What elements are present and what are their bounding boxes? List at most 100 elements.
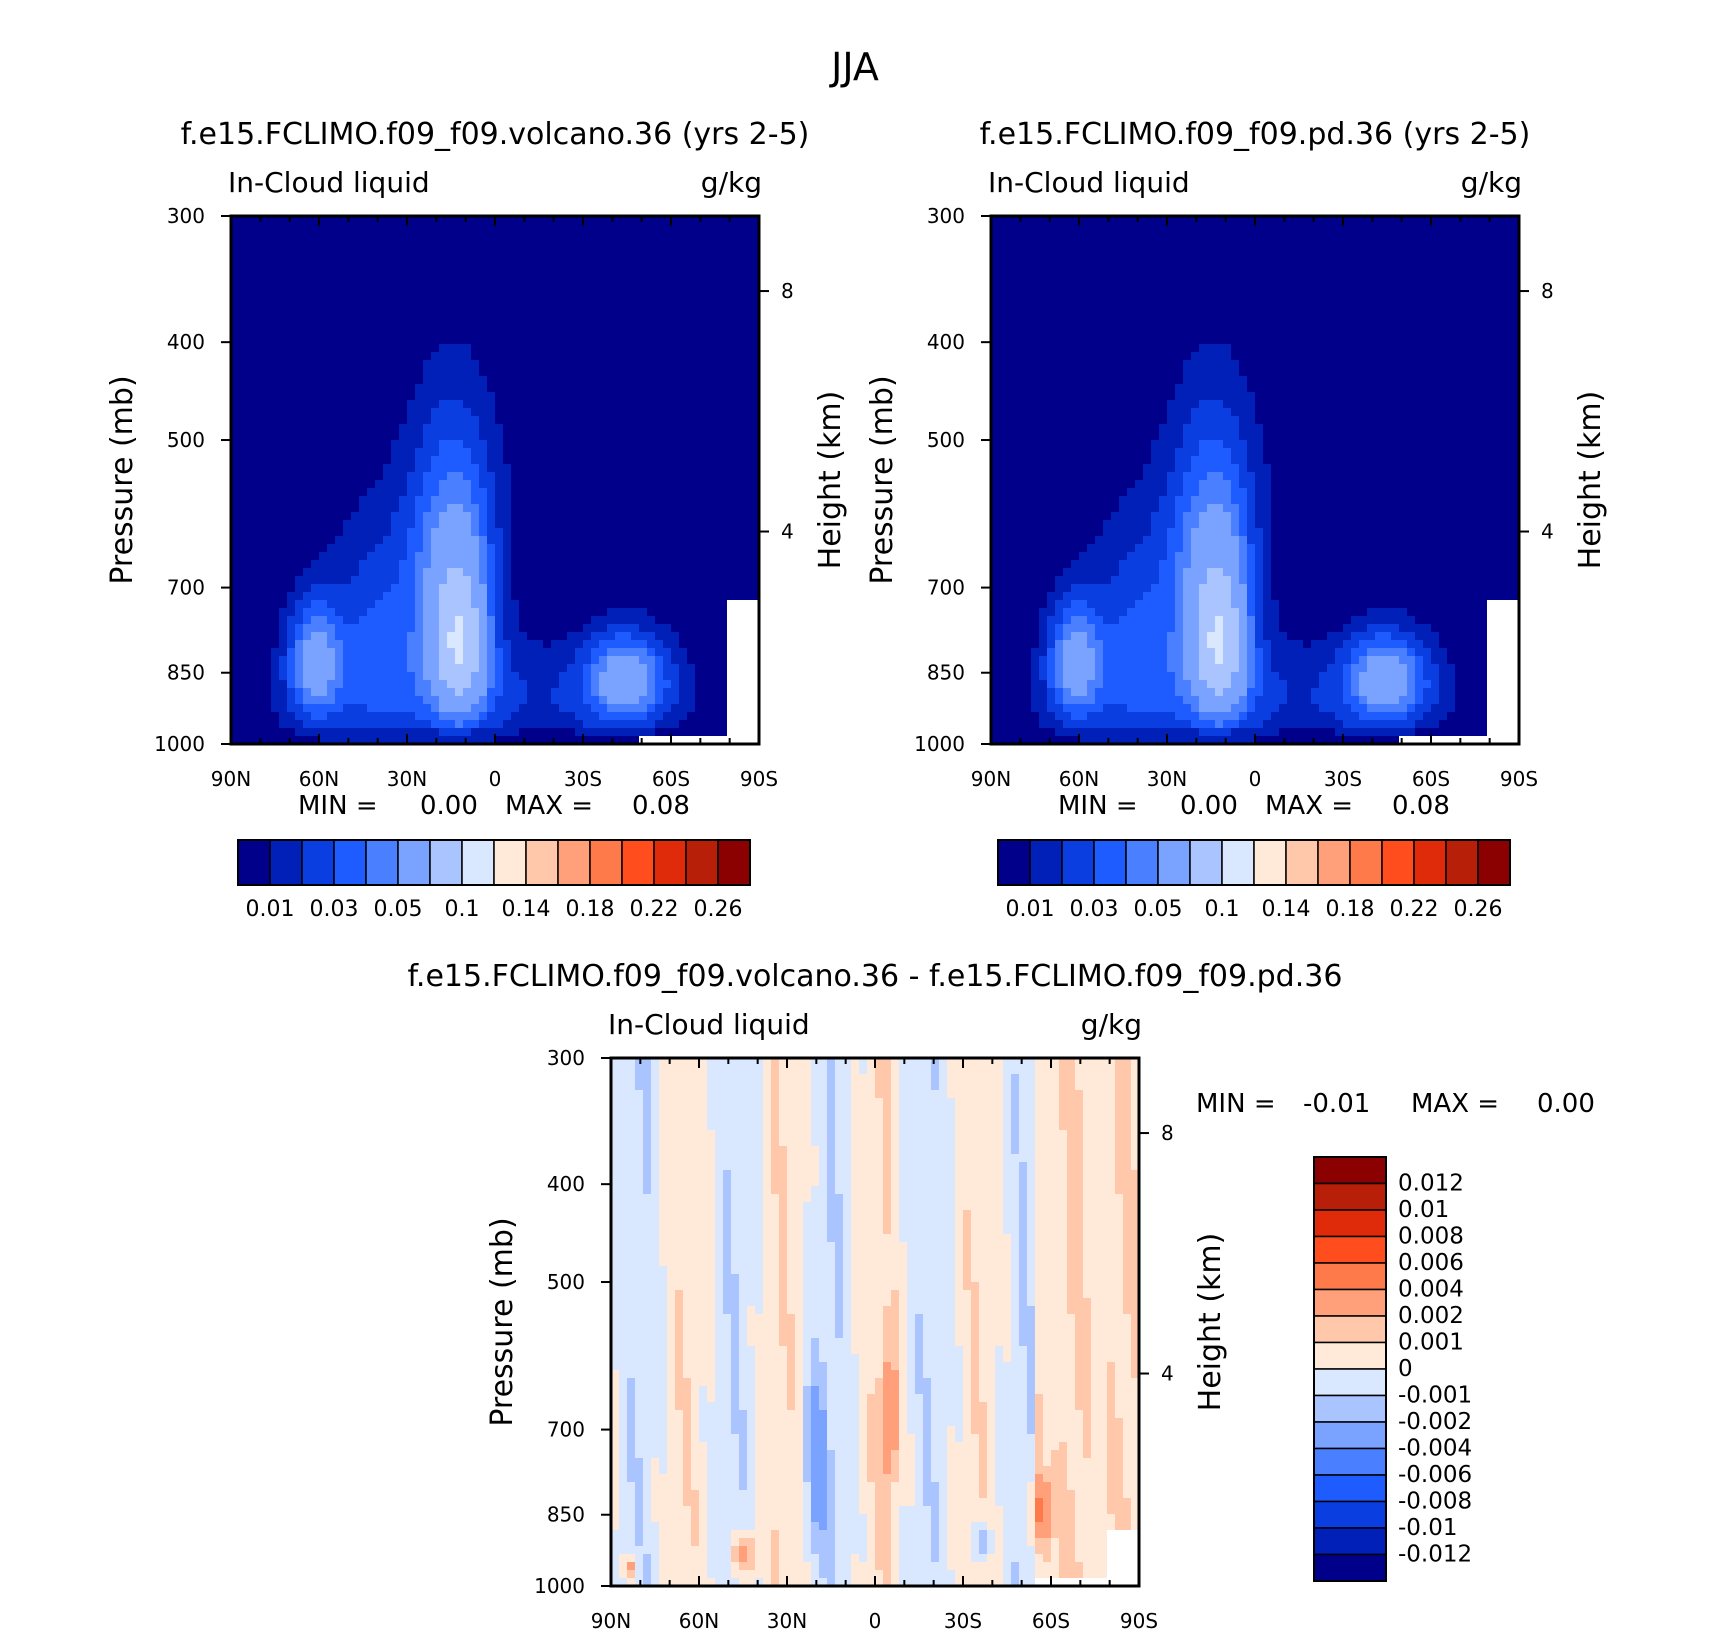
contour-cell (599, 680, 607, 688)
contour-cell (271, 632, 279, 640)
contour-cell (1055, 608, 1063, 616)
contour-cell (367, 736, 375, 744)
contour-cell (511, 280, 519, 288)
contour-cell (999, 352, 1007, 360)
contour-cell (607, 216, 615, 224)
contour-cell (335, 288, 343, 296)
contour-cell (671, 488, 679, 496)
contour-cell (479, 616, 487, 624)
contour-cell (527, 248, 535, 256)
contour-cell (1047, 680, 1055, 688)
contour-cell (383, 488, 391, 496)
contour-cell (295, 336, 303, 344)
contour-cell (311, 280, 319, 288)
contour-cell (583, 656, 591, 664)
contour-cell (415, 704, 423, 712)
contour-cell (255, 360, 263, 368)
contour-cell (503, 336, 511, 344)
contour-cell (735, 384, 743, 392)
contour-cell (319, 360, 327, 368)
contour-cell (455, 584, 463, 592)
contour-cell (383, 320, 391, 328)
contour-cell (991, 688, 999, 696)
contour-cell (1055, 392, 1063, 400)
contour-cell (503, 736, 511, 744)
contour-cell (735, 568, 743, 576)
contour-cell (655, 336, 663, 344)
contour-cell (695, 240, 703, 248)
contour-cell (607, 592, 615, 600)
contour-cell (1007, 672, 1015, 680)
contour-cell (1015, 696, 1023, 704)
contour-cell (503, 368, 511, 376)
contour-cell (447, 592, 455, 600)
contour-cell (351, 616, 359, 624)
contour-cell (319, 352, 327, 360)
contour-cell (287, 544, 295, 552)
contour-cell (447, 720, 455, 728)
contour-cell (455, 304, 463, 312)
contour-cell (271, 656, 279, 664)
contour-cell (303, 216, 311, 224)
contour-cell (447, 272, 455, 280)
contour-cell (695, 584, 703, 592)
contour-cell (559, 672, 567, 680)
contour-cell (511, 584, 519, 592)
contour-cell (999, 344, 1007, 352)
contour-cell (239, 456, 247, 464)
contour-cell (455, 600, 463, 608)
contour-cell (383, 560, 391, 568)
contour-cell (1055, 296, 1063, 304)
contour-cell (647, 616, 655, 624)
contour-cell (687, 376, 695, 384)
contour-cell (247, 248, 255, 256)
contour-cell (711, 496, 719, 504)
contour-cell (567, 432, 575, 440)
contour-cell (711, 664, 719, 672)
contour-cell (431, 512, 439, 520)
contour-cell (575, 344, 583, 352)
contour-cell (583, 376, 591, 384)
contour-cell (399, 272, 407, 280)
contour-cell (1031, 528, 1039, 536)
contour-cell (335, 312, 343, 320)
contour-cell (743, 560, 751, 568)
contour-cell (623, 408, 631, 416)
contour-cell (415, 712, 423, 720)
contour-cell (447, 640, 455, 648)
contour-cell (519, 560, 527, 568)
contour-cell (575, 248, 583, 256)
contour-cell (351, 320, 359, 328)
contour-cell (247, 280, 255, 288)
figure-title: JJA (829, 45, 879, 89)
contour-cell (663, 632, 671, 640)
contour-cell (447, 368, 455, 376)
contour-cell (711, 704, 719, 712)
contour-cell (439, 600, 447, 608)
contour-cell (711, 464, 719, 472)
contour-cell (727, 320, 735, 328)
contour-cell (439, 592, 447, 600)
contour-cell (703, 464, 711, 472)
contour-cell (495, 264, 503, 272)
contour-cell (447, 480, 455, 488)
contour-cell (303, 304, 311, 312)
contour-cell (671, 336, 679, 344)
contour-cell (511, 488, 519, 496)
contour-cell (383, 240, 391, 248)
contour-cell (359, 232, 367, 240)
contour-cell (743, 464, 751, 472)
contour-cell (631, 288, 639, 296)
contour-cell (287, 432, 295, 440)
contour-cell (375, 704, 383, 712)
colorbar-swatch (493, 839, 527, 886)
contour-cell (415, 520, 423, 528)
contour-cell (607, 648, 615, 656)
contour-cell (591, 528, 599, 536)
contour-cell (527, 632, 535, 640)
contour-cell (639, 440, 647, 448)
contour-cell (639, 688, 647, 696)
contour-cell (359, 608, 367, 616)
contour-cell (583, 440, 591, 448)
contour-cell (287, 512, 295, 520)
